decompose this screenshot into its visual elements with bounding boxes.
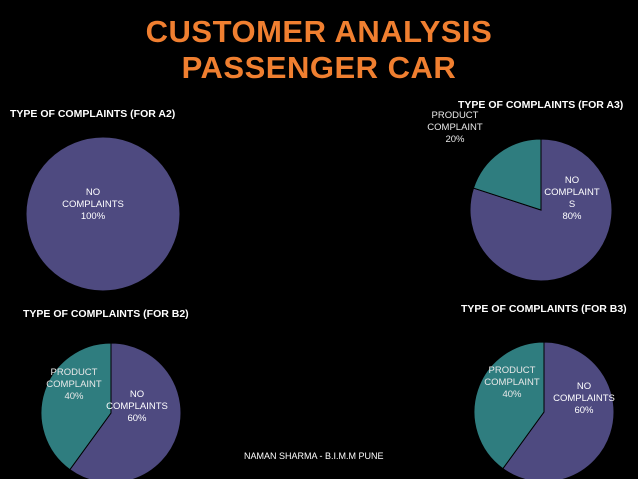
- pie-label-3-no-complaints: NO COMPLAINTS 60%: [553, 381, 615, 416]
- pie-label-line: NO: [86, 187, 100, 198]
- pie-label-line: PRODUCT: [432, 110, 479, 121]
- pie-label-line: NO: [577, 381, 591, 392]
- pie-label-2-product-complaint: PRODUCT COMPLAINT 40%: [46, 367, 102, 402]
- pie-label-line: PRODUCT: [51, 367, 98, 378]
- pie-label-line: 60%: [127, 413, 147, 424]
- title-line-2: PASSENGER CAR: [181, 50, 457, 85]
- chart-title-a3: TYPE OF COMPLAINTS (FOR A3): [458, 99, 624, 111]
- pie-label-line: PRODUCT: [489, 365, 536, 376]
- pie-label-line: NO: [565, 175, 579, 186]
- pie-slice-3-no-complaints: [502, 341, 615, 479]
- pie-label-line: 20%: [445, 134, 465, 145]
- pie-label-1-product-complaint: PRODUCT COMPLAINT 20%: [427, 110, 483, 145]
- leader-line: [480, 145, 497, 149]
- pie-slice-0-no-complaints: [25, 136, 181, 292]
- pie-label-line: COMPLAINT: [427, 122, 483, 133]
- footer-credit: NAMAN SHARMA - B.I.M.M PUNE: [244, 451, 384, 461]
- pie-label-line: 80%: [562, 211, 582, 222]
- title-line-1: CUSTOMER ANALYSIS: [145, 14, 493, 49]
- pie-label-line: COMPLAINTS: [553, 393, 615, 404]
- pie-label-line: NO: [130, 389, 144, 400]
- pie-slice-3-product-complaint: [473, 341, 545, 470]
- pie-label-line: COMPLAINT: [484, 377, 540, 388]
- pie-label-line: 60%: [574, 405, 594, 416]
- pie-label-line: S: [569, 199, 575, 210]
- pie-label-line: 40%: [64, 391, 84, 402]
- pie-slice-2-product-complaint: [40, 342, 112, 471]
- chart-title-b2: TYPE OF COMPLAINTS (FOR B2): [23, 308, 189, 320]
- pie-label-line: COMPLAINTS: [62, 199, 124, 210]
- pie-label-line: COMPLAINT: [46, 379, 102, 390]
- pie-label-1-no-complaints: NO COMPLAINT S 80%: [544, 175, 600, 222]
- pie-label-2-no-complaints: NO COMPLAINTS 60%: [106, 389, 168, 424]
- pie-label-line: 100%: [81, 211, 106, 222]
- pie-slice-1-product-complaint: [472, 138, 542, 211]
- pie-label-3-product-complaint: PRODUCT COMPLAINT 40%: [484, 365, 540, 400]
- chart-title-a2: TYPE OF COMPLAINTS (FOR A2): [10, 108, 176, 120]
- pie-label-line: 40%: [502, 389, 522, 400]
- pie-label-line: COMPLAINTS: [106, 401, 168, 412]
- page-title: CUSTOMER ANALYSIS PASSENGER CAR: [0, 14, 638, 86]
- pie-label-0-no-complaints: NO COMPLAINTS 100%: [62, 187, 124, 222]
- pie-slice-2-no-complaints: [69, 342, 182, 479]
- pie-label-line: COMPLAINT: [544, 187, 600, 198]
- chart-title-b3: TYPE OF COMPLAINTS (FOR B3): [461, 303, 627, 315]
